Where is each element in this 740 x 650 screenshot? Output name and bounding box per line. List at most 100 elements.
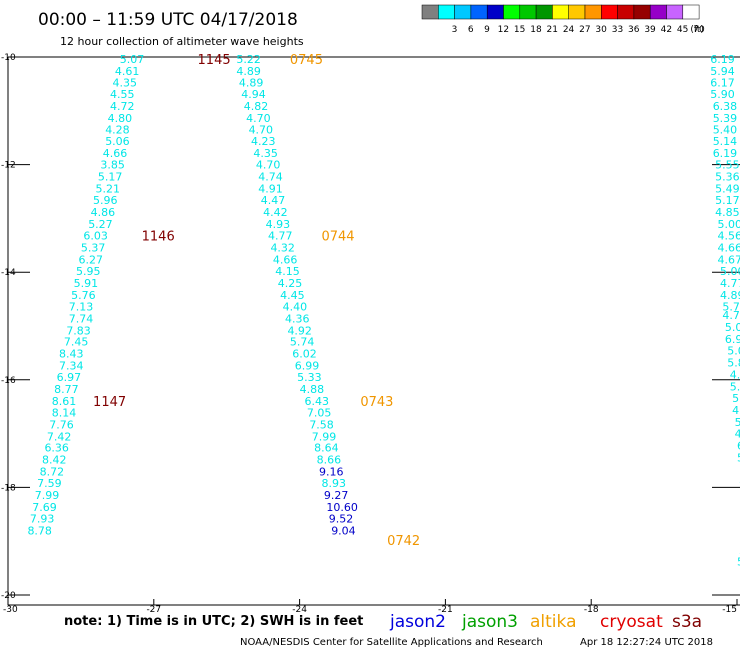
wave-height-value: 4.42 [263,206,288,219]
wave-height-value: 5.82 [727,357,740,370]
wave-height-value: 3.85 [100,159,125,172]
wave-height-value: 5.2 [737,451,740,464]
wave-height-value: 7.59 [37,477,62,490]
wave-height-value: 5.55 [715,159,740,172]
x-tick-label: -18 [584,605,599,615]
y-tick-label: -14 [1,268,16,278]
wave-height-value: 4.88 [300,383,325,396]
wave-height-value: 6.99 [295,359,320,372]
legend-label: 3 [452,25,458,35]
x-tick-label: -30 [3,605,18,615]
wave-height-value: 8.61 [52,395,77,408]
wave-height-value: 4.36 [285,312,310,325]
wave-height-value: 5.22 [236,53,260,66]
wave-height-value: 4.37 [730,368,740,381]
wave-height-value: 7.58 [309,418,334,431]
wave-height-value: 8.72 [40,465,64,478]
wave-height-value: 8.43 [59,347,84,360]
map-frame [7,56,740,606]
wave-height-value: 4.35 [112,76,136,89]
wave-height-value: 4.56 [718,230,740,243]
wave-height-value: 4.55 [110,88,135,101]
satellite-label: s3a [672,612,702,632]
legend-swatch [535,4,553,20]
wave-height-value: 5.40 [713,124,738,137]
wave-height-value: 5.37 [81,241,106,254]
satellite-label: altika [530,612,577,632]
legend-swatch [438,4,455,20]
wave-height-value: 4.89 [720,289,740,302]
legend-label: 9 [484,25,490,35]
legend-label: 42 [661,25,672,35]
legend-swatch [421,4,439,20]
legend-label: 33 [612,25,623,35]
pass-time-label: 1146 [142,230,175,245]
satellite-legend: jason2 jason3 altika cryosat s3a [389,612,702,632]
x-tick-label: -27 [146,605,161,615]
wave-height-value: 5.21 [95,182,120,195]
legend-swatch [649,4,667,20]
wave-height-value: 5.17 [715,194,740,207]
legend-label: 39 [644,25,656,35]
satellite-label: jason3 [461,612,518,632]
legend-unit: (ft) [690,25,704,35]
wave-height-value: 4.32 [270,241,295,254]
wave-height-value: 6.4 [737,439,740,452]
wave-height-value: 7.42 [47,430,72,443]
wave-height-value: 7.13 [69,301,94,314]
legend-label: 36 [628,25,640,35]
wave-height-value: 4.25 [278,277,303,290]
wave-height-value: 5.13 [732,392,740,405]
wave-height-value: 5.27 [88,218,113,231]
legend-swatch [617,4,635,20]
wave-height-value: 6.36 [44,442,68,455]
wave-height-value: 6.19 [713,147,738,160]
wave-height-value: 4.82 [244,100,269,113]
wave-height-value: 5.39 [713,112,738,125]
wave-height-value: 9.04 [331,524,356,537]
wave-height-value: 4.77 [720,277,740,290]
satellite-label: jason2 [389,612,446,632]
y-tick-label: -10 [1,53,16,63]
wave-height-value: 5.91 [74,277,99,290]
wave-height-value: 8.64 [314,442,339,455]
wave-height-value: 5.74 [290,336,315,349]
legend-swatch [568,4,586,20]
pass-time-label: 1145 [198,53,231,68]
pass-time-label: 0745 [290,53,323,68]
wave-height-value: 8.77 [54,383,79,396]
wave-height-value: 4.15 [275,265,300,278]
pass-time-labels: 114511461147074507440743074205 [93,53,740,549]
legend-swatch [584,4,602,20]
wave-height-value: 4.86 [91,206,116,219]
legend-label: 12 [498,25,509,35]
footer-timestamp: Apr 18 12:27:24 UTC 2018 [580,637,713,648]
wave-height-value: 4.89 [239,76,264,89]
legend-swatch [633,4,651,20]
wave-height-value: 10.60 [326,501,358,514]
wave-height-value: 4.92 [287,324,312,337]
wave-height-value: 7.34 [59,359,84,372]
wave-height-value: 7.99 [312,430,337,443]
wave-height-value: 8.66 [317,453,342,466]
wave-height-value: 9.52 [329,513,354,526]
y-tick-label: -16 [1,376,16,386]
legend-swatch [682,4,700,20]
wave-height-value: 8.42 [42,453,67,466]
wave-height-value: 4.35 [253,147,278,160]
wave-height-value: 4.61 [115,65,140,78]
wave-height-value: 7.05 [307,407,332,420]
y-tick-label: -12 [1,161,16,171]
legend-swatch [552,4,569,20]
wave-height-value: 4.94 [241,88,266,101]
wave-height-value: 4.39 [732,404,740,417]
legend-label: 18 [530,25,542,35]
wave-height-value: 9.27 [324,489,349,502]
wave-height-value: 5.07 [120,53,145,66]
wave-height-value: 4.72 [110,100,135,113]
wave-height-value: 7.45 [64,336,89,349]
wave-height-value: 4.70 [249,124,274,137]
wave-height-value: 4.70 [256,159,280,172]
legend-swatch [486,4,504,20]
wave-height-value: 4.89 [236,65,260,78]
